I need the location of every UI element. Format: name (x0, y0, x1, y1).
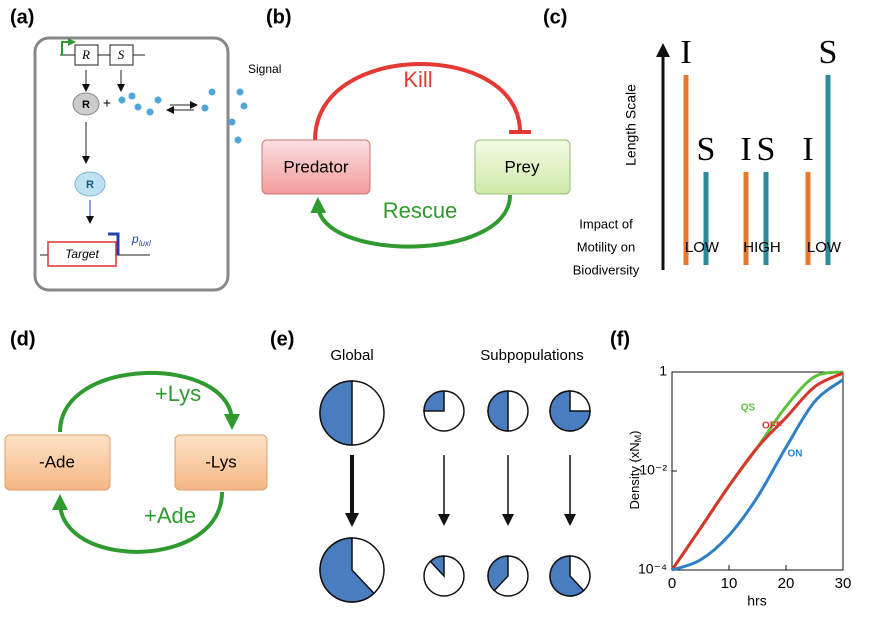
signal-label: Signal (248, 62, 281, 76)
pie-slice (488, 391, 508, 431)
y-tick-label: 10⁻⁴ (638, 561, 667, 577)
y-title-sub: M (633, 435, 643, 443)
gene-label: R (81, 47, 90, 62)
panel-c: (c) Length Scale Impact of Motility on B… (543, 6, 842, 277)
series-line (672, 372, 843, 570)
series-label: OFF (762, 421, 782, 432)
plot-frame (672, 372, 843, 570)
axis-title: Length Scale (623, 84, 639, 166)
pie-slice (424, 391, 444, 411)
panel-e: (e) Global Subpopulations (270, 328, 590, 602)
y-tick-label: 1 (659, 363, 667, 379)
gene-label: S (118, 47, 125, 62)
impact-line: Biodiversity (573, 262, 640, 277)
x-tick-label: 30 (835, 575, 852, 592)
protein-label: R (82, 99, 90, 111)
panel-a: (a) R S R + Signal R Target pluxI (10, 6, 281, 290)
series-label: QS (741, 403, 756, 414)
lys-label: +Lys (155, 381, 201, 406)
y-tick-label: 10⁻² (639, 462, 667, 478)
panel-label: (c) (543, 6, 567, 28)
complex-label: R (86, 179, 94, 191)
target-label: Target (65, 247, 99, 261)
scale-letter: S (819, 34, 838, 71)
panel-label: (f) (610, 328, 630, 350)
global-label: Global (330, 347, 373, 364)
y-title-text: ) (627, 430, 642, 434)
lys-arc (60, 373, 232, 432)
panel-b: (b) Predator Prey Kill Rescue (262, 6, 570, 246)
impact-level: LOW (685, 239, 720, 256)
series-label: ON (788, 449, 803, 460)
x-tick-label: 0 (668, 575, 676, 592)
strain-label: -Lys (205, 452, 237, 471)
series-line (672, 380, 843, 570)
promoter-sub: luxI (139, 239, 152, 248)
subpop-label: Subpopulations (480, 347, 583, 364)
panel-label: (d) (10, 328, 36, 350)
plus: + (103, 95, 111, 111)
panel-label: (e) (270, 328, 294, 350)
impact-level: HIGH (743, 239, 781, 256)
scale-letter: I (802, 131, 813, 168)
x-axis-title: hrs (747, 593, 766, 609)
prey-label: Prey (505, 157, 540, 176)
strain-label: -Ade (39, 452, 75, 471)
panel-label: (a) (10, 6, 34, 28)
impact-level: LOW (807, 239, 842, 256)
scale-letter: S (697, 131, 716, 168)
scale-letter: S (757, 131, 776, 168)
figure: (a) R S R + Signal R Target pluxI (b) Pr… (0, 0, 878, 623)
panel-d: (d) -Ade -Lys +Lys +Ade (5, 328, 267, 552)
panel-label: (b) (266, 6, 292, 28)
x-tick-label: 20 (778, 575, 795, 592)
x-tick-label: 10 (721, 575, 738, 592)
ade-arc (60, 492, 222, 552)
scale-letter: I (680, 34, 691, 71)
series-line (672, 373, 843, 570)
rescue-label: Rescue (383, 198, 458, 223)
scale-letter: I (740, 131, 751, 168)
pie-slice (320, 381, 352, 445)
impact-line: Motility on (577, 239, 636, 254)
kill-label: Kill (403, 67, 432, 92)
predator-label: Predator (283, 157, 349, 176)
ade-label: +Ade (144, 503, 196, 528)
impact-line: Impact of (579, 216, 633, 231)
